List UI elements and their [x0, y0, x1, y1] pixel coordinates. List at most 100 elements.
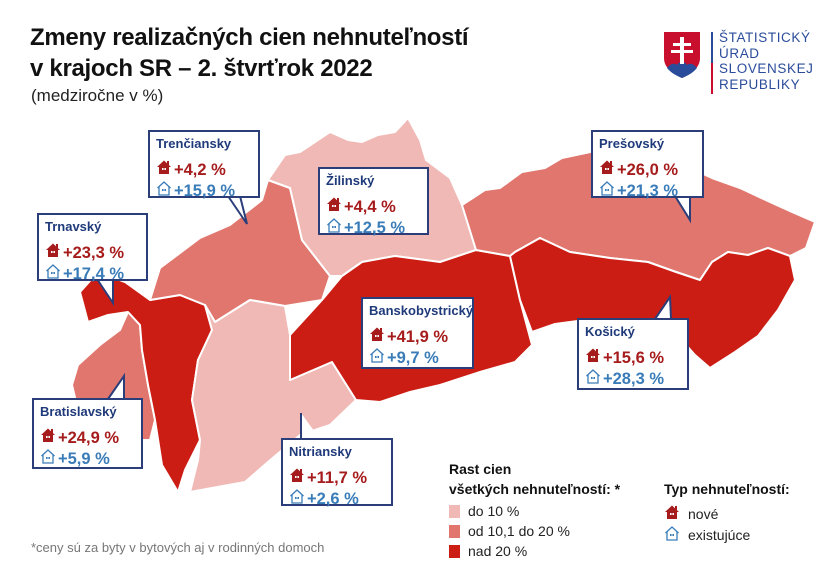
new-value: +24,9 %	[40, 427, 135, 448]
value-text: +12,5 %	[344, 218, 406, 237]
legend-growth-subtitle: všetkých nehnuteľností: *	[449, 481, 621, 497]
callout-banskobystricky: Banskobystrický +41,9 % +9,7 %	[361, 297, 474, 369]
new-house-icon	[289, 467, 305, 488]
new-house-icon	[326, 196, 342, 217]
logo-line: ŠTATISTICKÝ	[719, 30, 811, 45]
value-text: +26,0 %	[617, 160, 679, 179]
new-house-icon	[599, 159, 615, 180]
swatch-high	[449, 544, 460, 558]
new-house-icon	[664, 504, 680, 523]
value-text: +23,3 %	[63, 243, 125, 262]
logo-line: SLOVENSKEJ	[719, 61, 814, 76]
logo-line: REPUBLIKY	[719, 76, 801, 92]
existing-house-icon	[289, 488, 305, 509]
existing-house-icon	[585, 368, 601, 389]
region-nitriansky[interactable]	[189, 299, 357, 493]
legend-label: do 10 %	[468, 503, 520, 519]
legend-label: nad 20 %	[468, 543, 528, 559]
new-house-icon	[40, 427, 56, 448]
legend-item-high: nad 20 %	[449, 543, 527, 559]
callout-pointer	[107, 372, 125, 400]
callout-zilinsky: Žilinský +4,4 % +12,5 %	[318, 167, 429, 238]
new-value: +4,2 %	[156, 159, 252, 180]
legend-item-mid: od 10,1 do 20 %	[449, 523, 570, 539]
value-text: +24,9 %	[58, 428, 120, 447]
new-value: +15,6 %	[585, 347, 681, 368]
logo-line: ÚRAD	[719, 45, 760, 61]
value-text: +4,2 %	[174, 160, 226, 179]
existing-value: +15,9 %	[156, 180, 252, 201]
slovak-coat-of-arms-icon	[664, 32, 700, 78]
new-house-icon	[45, 242, 61, 263]
legend-type-title: Typ nehnuteľností:	[664, 481, 790, 497]
new-house-icon	[585, 347, 601, 368]
region-name: Banskobystrický	[369, 303, 474, 318]
new-house-icon	[156, 159, 172, 180]
existing-house-icon	[156, 180, 172, 201]
new-value: +11,7 %	[289, 467, 385, 488]
callout-kosicky: Košický +15,6 % +28,3 %	[577, 318, 689, 390]
swatch-low	[449, 504, 460, 518]
callout-pointer	[674, 195, 691, 224]
region-name: Prešovský	[599, 136, 665, 151]
region-name: Trnavský	[45, 219, 102, 234]
new-value: +4,4 %	[326, 196, 421, 217]
existing-value: +21,3 %	[599, 180, 696, 201]
callout-nitriansky: Nitriansky +11,7 % +2,6 %	[281, 438, 393, 509]
new-value: +23,3 %	[45, 242, 140, 263]
existing-house-icon	[599, 180, 615, 201]
region-name: Košický	[585, 324, 635, 339]
existing-value: +28,3 %	[585, 368, 681, 389]
footnote: *ceny sú za byty v bytových aj v rodinný…	[31, 540, 325, 555]
title-line-1: Zmeny realizačných cien nehnuteľností	[30, 24, 469, 51]
existing-value: +17,4 %	[45, 263, 140, 284]
value-text: +15,6 %	[603, 348, 665, 367]
region-name: Trenčiansky	[156, 136, 232, 151]
callout-presovsky: Prešovský +26,0 % +21,3 %	[591, 130, 704, 201]
legend-item-low: do 10 %	[449, 503, 519, 519]
swatch-mid	[449, 524, 460, 538]
existing-value: +12,5 %	[326, 217, 421, 238]
value-text: +4,4 %	[344, 197, 396, 216]
value-text: +21,3 %	[617, 181, 679, 200]
legend-label: existujúce	[688, 526, 751, 543]
subtitle: (medziročne v %)	[31, 86, 164, 105]
logo-divider	[711, 32, 713, 94]
legend-label: nové	[688, 505, 719, 522]
legend-item-existing: existujúce	[664, 525, 750, 544]
new-house-icon	[369, 326, 385, 347]
legend-item-new: nové	[664, 504, 718, 523]
existing-house-icon	[45, 263, 61, 284]
existing-house-icon	[326, 217, 342, 238]
value-text: +2,6 %	[307, 489, 359, 508]
callout-pointer	[654, 293, 672, 320]
new-value: +26,0 %	[599, 159, 696, 180]
value-text: +41,9 %	[387, 327, 449, 346]
existing-house-icon	[664, 525, 680, 544]
callout-trenciansky: Trenčiansky +4,2 % +15,9 %	[148, 130, 260, 201]
existing-house-icon	[40, 448, 56, 469]
region-name: Bratislavský	[40, 404, 117, 419]
title-line-2: v krajoch SR – 2. štvrťrok 2022	[30, 55, 373, 82]
existing-value: +2,6 %	[289, 488, 385, 509]
callout-pointer	[227, 195, 248, 225]
legend-growth-title: Rast cien	[449, 461, 512, 477]
new-value: +41,9 %	[369, 326, 466, 347]
callout-bratislavsky: Bratislavský +24,9 % +5,9 %	[32, 398, 143, 469]
value-text: +15,9 %	[174, 181, 236, 200]
region-name: Žilinský	[326, 173, 375, 188]
existing-house-icon	[369, 347, 385, 368]
value-text: +28,3 %	[603, 369, 665, 388]
value-text: +9,7 %	[387, 348, 439, 367]
callout-pointer	[96, 278, 114, 307]
value-text: +11,7 %	[307, 468, 368, 487]
existing-value: +5,9 %	[40, 448, 135, 469]
value-text: +17,4 %	[63, 264, 125, 283]
logo-text: ŠTATISTICKÝ ÚRAD SLOVENSKEJ REPUBLIKY	[719, 30, 814, 92]
value-text: +5,9 %	[58, 449, 110, 468]
legend-label: od 10,1 do 20 %	[468, 523, 570, 539]
existing-value: +9,7 %	[369, 347, 466, 368]
page-title: Zmeny realizačných cien nehnuteľností v …	[30, 22, 469, 84]
region-name: Nitriansky	[289, 444, 352, 459]
